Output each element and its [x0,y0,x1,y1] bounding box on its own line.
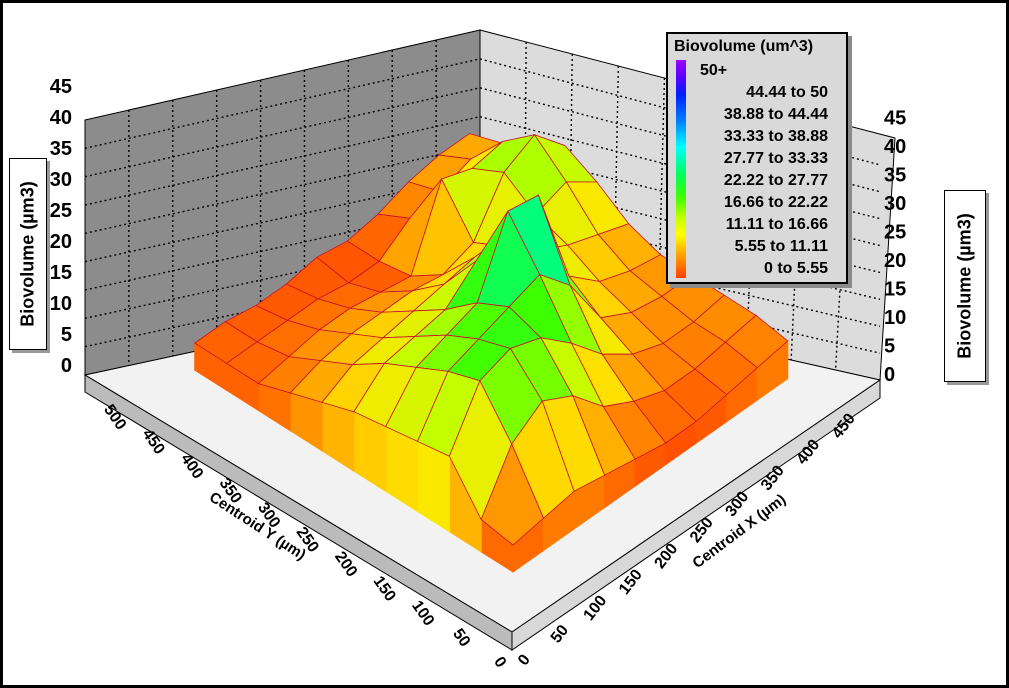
base-edge-right [511,379,881,651]
z-tick-left: 35 [50,138,72,160]
legend-entry: 11.11 to 16.66 [725,216,828,233]
legend-entry: 27.77 to 33.33 [723,150,828,167]
z-tick-right: 15 [884,279,906,301]
y-tick-label: 50 [449,626,473,650]
z-tick-right: 35 [884,165,906,187]
z-axis-label-left: Biovolume (µm3) [9,158,47,350]
surface-mesh [194,133,789,573]
z-tick-left: 30 [50,169,72,191]
z-tick-left: 40 [50,107,72,129]
legend-title: Biovolume (um^3) [674,38,814,55]
z-tick-left: 20 [50,231,72,253]
legend-entry: 50+ [700,62,728,79]
legend-entry: 5.55 to 11.11 [734,238,828,255]
x-tick-label: 50 [548,622,572,647]
z-axis-label-left-text: Biovolume (µm3) [17,181,38,327]
z-tick-right: 25 [884,222,906,244]
axis-ticks: 0 5 10 15 20 25 30 35 40 45 0 5 10 15 20 25 30 35 40 45 0 50 1… [50,76,907,671]
z-tick-right: 10 [884,307,906,329]
z-tick-right: 20 [884,250,906,272]
z-axis-label-text-left: Biovolume (µm3) [18,181,39,326]
legend: Biovolume (um^3) 50+ 44.44 to 50 38.88 to … [666,32,848,284]
z-tick-left: 10 [50,293,72,315]
z-tick-right: 0 [884,364,895,386]
legend-entry: 38.88 to 44.44 [723,106,828,123]
legend-entry: 44.44 to 50 [746,84,828,101]
legend-entry: 33.33 to 38.88 [723,128,828,145]
z-tick-left: 15 [50,262,72,284]
z-tick-left: 25 [50,200,72,222]
legend-color-bar [676,60,686,278]
legend-entry: 22.22 to 27.77 [723,172,828,189]
z-axis-label-right: Biovolume (µm3) [944,190,986,382]
y-tick-label: 0 [490,654,509,671]
z-tick-left: 5 [61,324,72,346]
z-tick-right: 30 [884,193,906,215]
z-tick-right: 5 [884,336,895,358]
legend-entry: 16.66 to 22.22 [723,194,828,211]
legend-entry: 0 to 5.55 [763,260,828,277]
surface-cell [480,443,545,546]
z-tick-right: 40 [884,136,906,158]
z-axis-label-right-text: Biovolume (µm3) [954,213,975,359]
z-tick-right: 45 [884,108,906,130]
z-axis-label-text-right: Biovolume (µm3) [955,213,976,358]
x-tick-label: 0 [515,651,534,669]
z-tick-left: 45 [50,76,72,98]
z-tick-left: 0 [61,355,72,377]
